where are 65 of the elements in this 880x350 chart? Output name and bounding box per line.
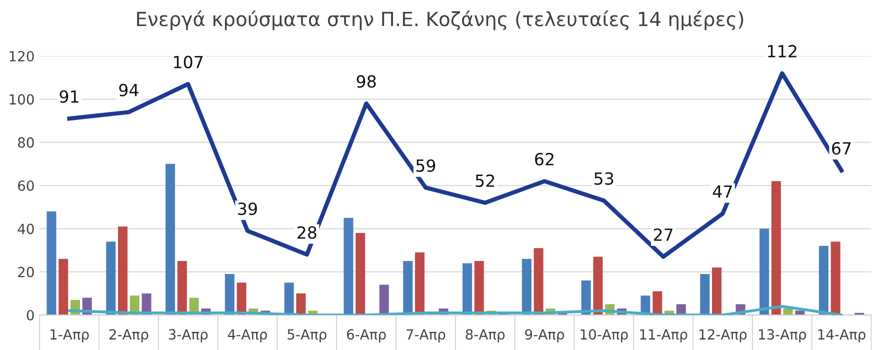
bar xyxy=(818,246,828,315)
data-label: 98 xyxy=(356,75,376,88)
line-series xyxy=(68,304,843,315)
bar xyxy=(415,252,425,315)
bar xyxy=(712,268,722,315)
data-label: 52 xyxy=(476,174,494,188)
data-label: 112 xyxy=(768,44,796,58)
x-tick-label: 5-Απρ xyxy=(288,329,326,342)
x-tick-label: 8-Απρ xyxy=(466,329,505,342)
x-tick-label: 4-Απρ xyxy=(228,329,268,342)
bar xyxy=(344,218,354,315)
data-label: 67 xyxy=(832,142,851,155)
y-tick-label: 20 xyxy=(18,266,34,278)
bar xyxy=(474,261,484,315)
x-tick-label: 9-Απρ xyxy=(525,329,564,342)
y-tick-label: 80 xyxy=(18,137,34,148)
bar xyxy=(652,291,662,315)
bar xyxy=(46,211,56,315)
y-tick-label: 60 xyxy=(18,180,34,191)
x-tick-label: 7-Απρ xyxy=(406,329,446,342)
bar xyxy=(593,256,603,315)
data-label: 27 xyxy=(654,228,672,241)
bar xyxy=(224,274,234,315)
chart-title: Ενεργά κρούσματα στην Π.Ε. Κοζάνης (τελευταίες 14 ημέρες) xyxy=(137,10,744,30)
data-label: 28 xyxy=(298,226,316,239)
x-tick-label: 1-Απρ xyxy=(50,329,89,342)
bar xyxy=(236,282,246,315)
x-tick-label: 10-Απρ xyxy=(580,329,628,342)
data-label: 47 xyxy=(712,185,732,198)
y-tick-label: 40 xyxy=(18,224,34,234)
bar xyxy=(284,282,294,315)
bar xyxy=(700,274,710,315)
data-label: 91 xyxy=(60,90,78,103)
bar xyxy=(106,242,116,315)
data-label: 53 xyxy=(594,172,614,185)
x-tick-label: 6-Απρ xyxy=(347,329,386,342)
data-label: 59 xyxy=(416,159,436,172)
bar xyxy=(760,228,770,315)
data-label: 107 xyxy=(174,56,203,68)
bar xyxy=(795,310,805,315)
bar xyxy=(58,258,68,315)
x-tick-label: 2-Απρ xyxy=(109,329,148,342)
y-tick-label: 0 xyxy=(26,310,34,320)
x-tick-label: 12-Απρ xyxy=(700,329,747,342)
bar xyxy=(356,232,366,315)
x-tick-label: 13-Απρ xyxy=(758,329,806,342)
data-label: 39 xyxy=(238,202,257,216)
data-label: 62 xyxy=(535,152,554,166)
x-tick-label: 11-Απρ xyxy=(640,329,688,342)
bar xyxy=(118,226,128,315)
bar xyxy=(771,181,781,315)
bar xyxy=(581,280,591,315)
data-label: 94 xyxy=(119,84,138,96)
y-tick-label: 100 xyxy=(10,94,34,105)
bar xyxy=(830,242,840,315)
bar xyxy=(379,284,389,315)
x-tick-label: 3-Απρ xyxy=(168,329,208,342)
x-tick-label: 14-Απρ xyxy=(818,329,866,342)
bar xyxy=(177,261,187,315)
bar xyxy=(522,258,532,315)
bar xyxy=(534,248,544,315)
bar xyxy=(296,293,306,315)
bar xyxy=(166,164,176,315)
bar xyxy=(462,263,472,315)
y-tick-label: 120 xyxy=(10,50,34,62)
